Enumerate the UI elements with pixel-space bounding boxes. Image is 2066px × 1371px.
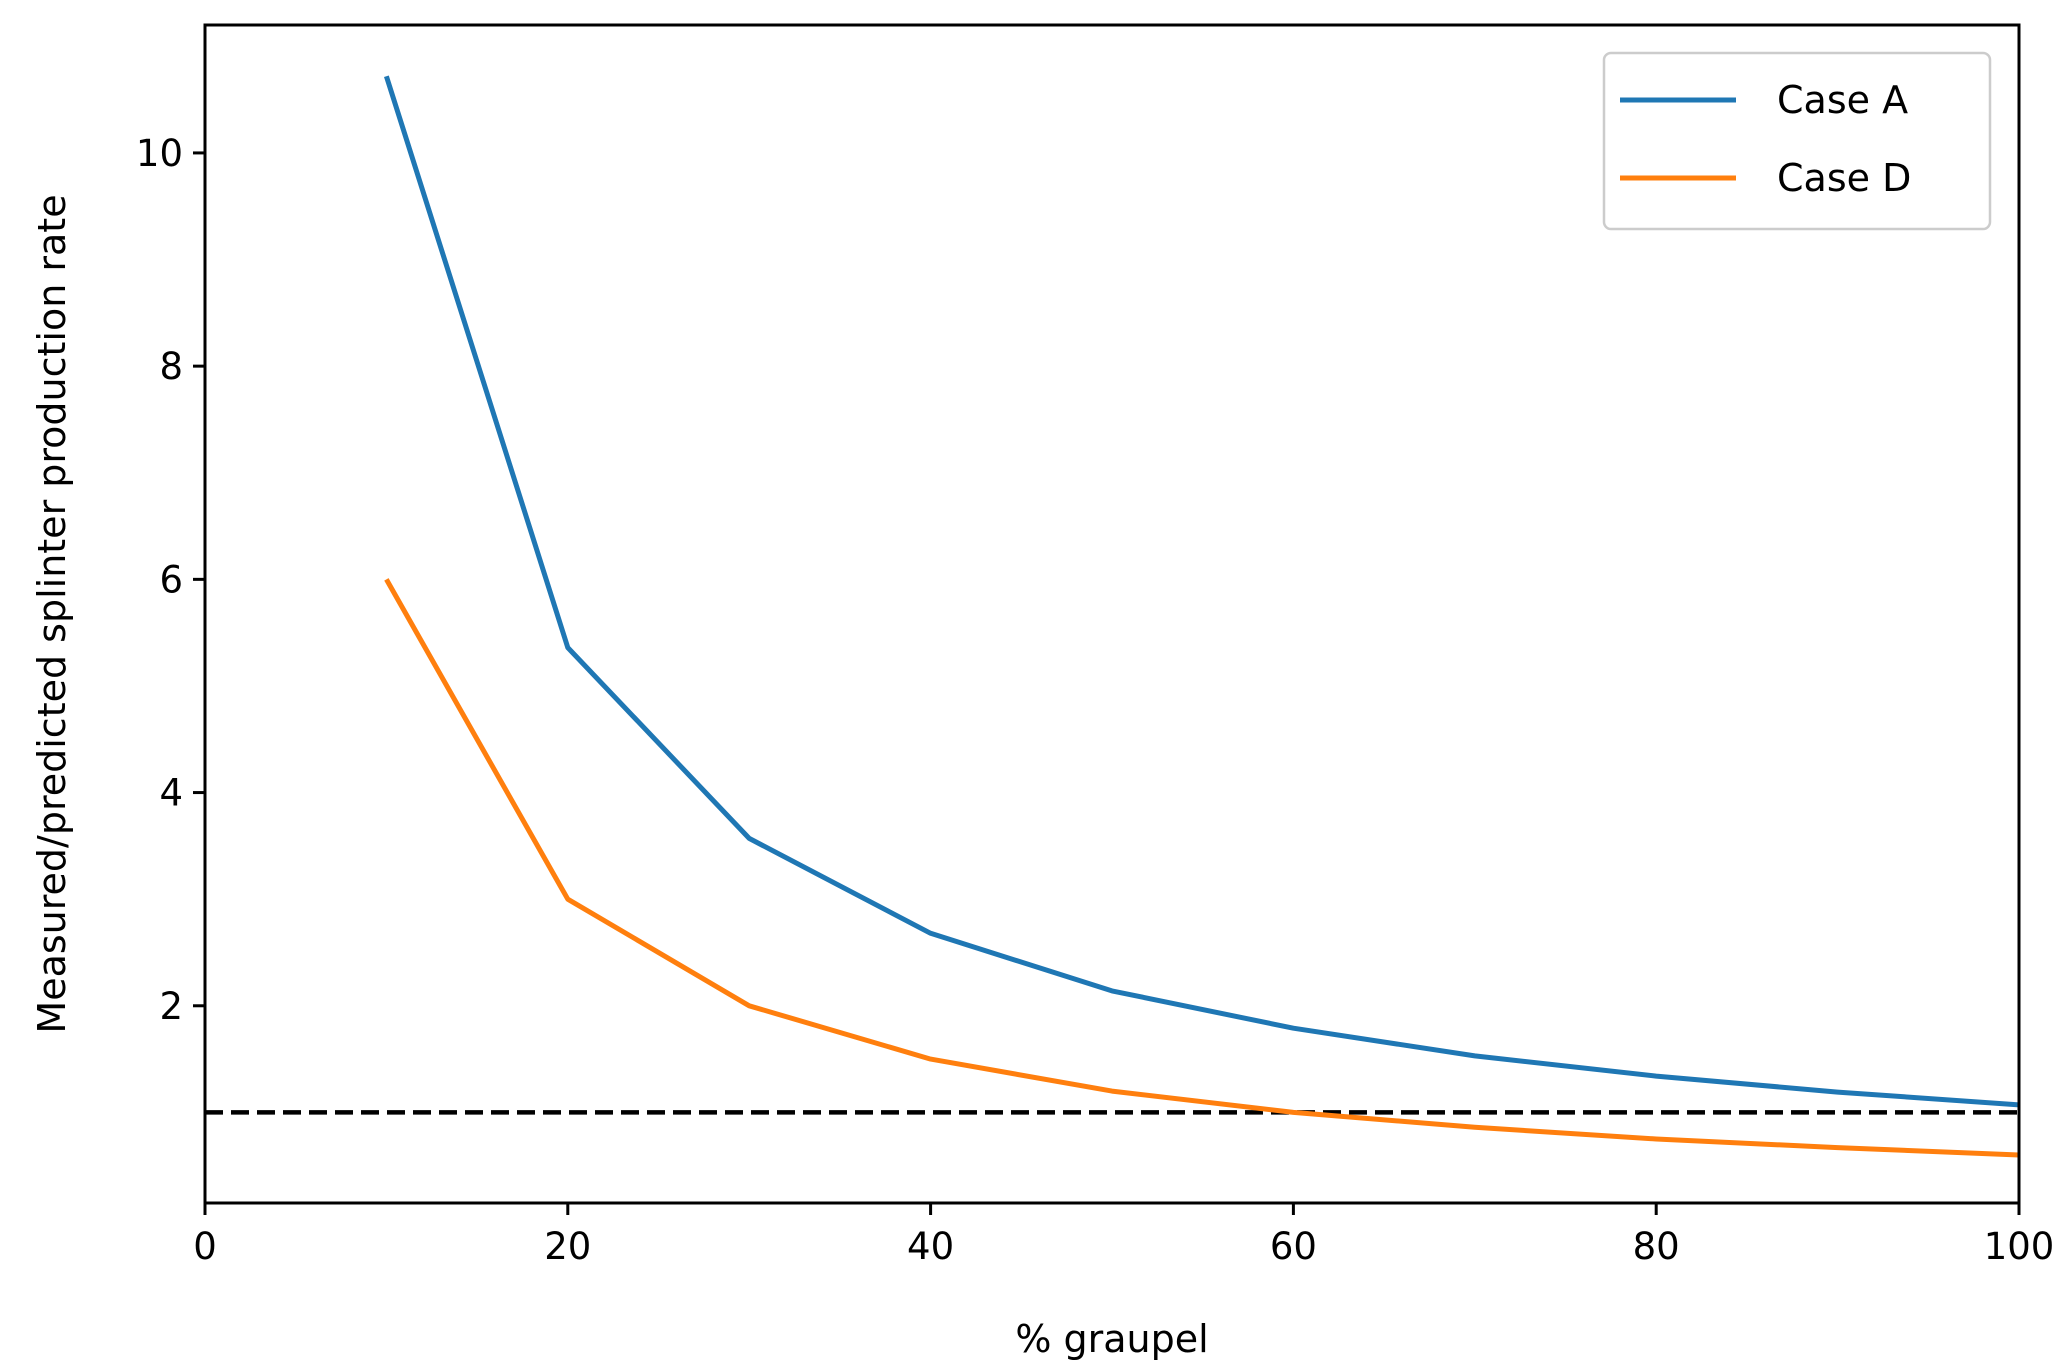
series-line-2: [384, 578, 2019, 1158]
y-tick-label: 4: [159, 772, 183, 815]
plot-content: [205, 75, 2019, 1158]
y-tick-label: 10: [136, 132, 183, 175]
x-tick-label: 80: [1633, 1225, 1680, 1268]
x-tick-label: 20: [544, 1225, 591, 1268]
legend: Case A Case D: [1602, 51, 1992, 231]
plot-frame: [203, 23, 2021, 1205]
x-tick-label: 40: [907, 1225, 954, 1268]
x-tick-label: 100: [1984, 1225, 2055, 1268]
y-axis-ticks: 2 4 6 8 10: [136, 132, 205, 1028]
x-axis-title: % graupel: [1015, 1317, 1208, 1361]
y-tick-label: 6: [159, 558, 183, 601]
x-tick-label: 60: [1270, 1225, 1317, 1268]
legend-box: [1602, 51, 1992, 231]
legend-label-1: Case A: [1777, 78, 1908, 122]
x-tick-label: 0: [193, 1225, 217, 1268]
y-axis-title: Measured/predicted splinter production r…: [30, 194, 74, 1033]
x-axis-ticks: 0 20 40 60 80 100: [193, 1203, 2054, 1268]
y-tick-label: 2: [159, 985, 183, 1028]
y-tick-label: 8: [159, 345, 183, 388]
series-line-1: [384, 75, 2019, 1108]
legend-label-2: Case D: [1777, 156, 1911, 200]
